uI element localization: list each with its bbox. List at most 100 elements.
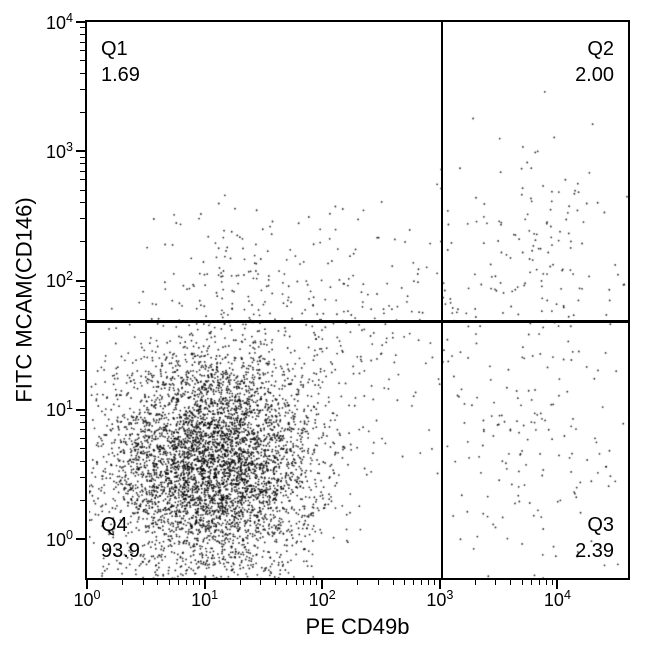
- x-tick-label: 100: [74, 588, 101, 611]
- y-minor-tick: [80, 171, 85, 172]
- x-tick-mark: [321, 580, 323, 589]
- x-minor-tick: [421, 580, 422, 585]
- y-minor-tick: [80, 319, 85, 320]
- x-minor-tick: [310, 580, 311, 585]
- y-tick-mark: [76, 280, 85, 282]
- x-minor-tick: [475, 580, 476, 585]
- x-minor-tick: [186, 580, 187, 585]
- x-minor-tick: [303, 580, 304, 585]
- quadrant-label-q1: Q1 1.69: [101, 36, 140, 88]
- plot-area: Q1 1.69 Q2 2.00 Q3 2.39 Q4 93.9: [85, 20, 630, 580]
- y-minor-tick: [80, 73, 85, 74]
- x-minor-tick: [495, 580, 496, 585]
- y-minor-tick: [80, 241, 85, 242]
- quadrant-name: Q3: [575, 512, 614, 538]
- y-tick-mark: [76, 150, 85, 152]
- x-minor-tick: [157, 580, 158, 585]
- y-minor-tick: [80, 448, 85, 449]
- y-minor-tick: [80, 309, 85, 310]
- y-minor-tick: [80, 415, 85, 416]
- y-minor-tick: [80, 42, 85, 43]
- y-minor-tick: [80, 60, 85, 61]
- x-minor-tick: [552, 580, 553, 585]
- x-minor-tick: [199, 580, 200, 585]
- y-minor-tick: [80, 332, 85, 333]
- y-minor-tick: [80, 300, 85, 301]
- x-minor-tick: [393, 580, 394, 585]
- x-minor-tick: [169, 580, 170, 585]
- x-minor-tick: [260, 580, 261, 585]
- y-minor-tick: [80, 477, 85, 478]
- y-minor-tick: [80, 89, 85, 90]
- gate-line-vertical: [441, 22, 444, 580]
- gate-line-horizontal: [87, 320, 630, 323]
- y-tick-label: 104: [46, 11, 73, 34]
- y-minor-tick: [80, 190, 85, 191]
- y-minor-tick: [80, 429, 85, 430]
- x-minor-tick: [122, 580, 123, 585]
- y-minor-tick: [80, 370, 85, 371]
- y-minor-tick: [80, 500, 85, 501]
- quadrant-value: 2.00: [575, 62, 614, 88]
- y-tick-mark: [76, 538, 85, 540]
- x-minor-tick: [413, 580, 414, 585]
- x-minor-tick: [539, 580, 540, 585]
- x-minor-tick: [357, 580, 358, 585]
- x-minor-tick: [240, 580, 241, 585]
- y-minor-tick: [80, 348, 85, 349]
- x-tick-mark: [86, 580, 88, 589]
- y-minor-tick: [80, 112, 85, 113]
- x-minor-tick: [404, 580, 405, 585]
- y-minor-tick: [80, 293, 85, 294]
- x-minor-tick: [193, 580, 194, 585]
- y-minor-tick: [80, 286, 85, 287]
- x-minor-tick: [296, 580, 297, 585]
- y-tick-label: 100: [46, 528, 73, 551]
- y-minor-tick: [80, 218, 85, 219]
- x-minor-tick: [510, 580, 511, 585]
- x-minor-tick: [522, 580, 523, 585]
- y-axis-label: FITC MCAM(CD146): [11, 197, 37, 402]
- y-minor-tick: [80, 179, 85, 180]
- x-minor-tick: [286, 580, 287, 585]
- quadrant-value: 93.9: [101, 538, 140, 564]
- quadrant-label-q3: Q3 2.39: [575, 512, 614, 564]
- y-tick-label: 101: [46, 398, 73, 421]
- x-minor-tick: [316, 580, 317, 585]
- y-tick-mark: [76, 21, 85, 23]
- scatter-canvas: [89, 24, 630, 580]
- x-tick-mark: [556, 580, 558, 589]
- y-minor-tick: [80, 50, 85, 51]
- x-minor-tick: [531, 580, 532, 585]
- x-minor-tick: [378, 580, 379, 585]
- x-axis-label: PE CD49b: [306, 614, 410, 640]
- quadrant-name: Q2: [575, 36, 614, 62]
- y-minor-tick: [80, 202, 85, 203]
- y-tick-label: 103: [46, 140, 73, 163]
- figure-container: Q1 1.69 Q2 2.00 Q3 2.39 Q4 93.9 PE CD49b…: [0, 0, 650, 647]
- y-minor-tick: [80, 157, 85, 158]
- x-tick-label: 103: [426, 588, 453, 611]
- y-minor-tick: [80, 461, 85, 462]
- x-tick-label: 104: [544, 588, 571, 611]
- quadrant-label-q4: Q4 93.9: [101, 512, 140, 564]
- x-tick-label: 102: [309, 588, 336, 611]
- y-tick-mark: [76, 409, 85, 411]
- x-minor-tick: [178, 580, 179, 585]
- x-minor-tick: [434, 580, 435, 585]
- x-tick-label: 101: [191, 588, 218, 611]
- y-minor-tick: [80, 163, 85, 164]
- y-tick-label: 102: [46, 269, 73, 292]
- x-tick-mark: [204, 580, 206, 589]
- y-minor-tick: [80, 438, 85, 439]
- quadrant-name: Q1: [101, 36, 140, 62]
- quadrant-value: 1.69: [101, 62, 140, 88]
- quadrant-name: Q4: [101, 512, 140, 538]
- x-minor-tick: [428, 580, 429, 585]
- y-minor-tick: [80, 34, 85, 35]
- x-minor-tick: [546, 580, 547, 585]
- y-minor-tick: [80, 27, 85, 28]
- x-minor-tick: [275, 580, 276, 585]
- x-tick-mark: [439, 580, 441, 589]
- x-minor-tick: [143, 580, 144, 585]
